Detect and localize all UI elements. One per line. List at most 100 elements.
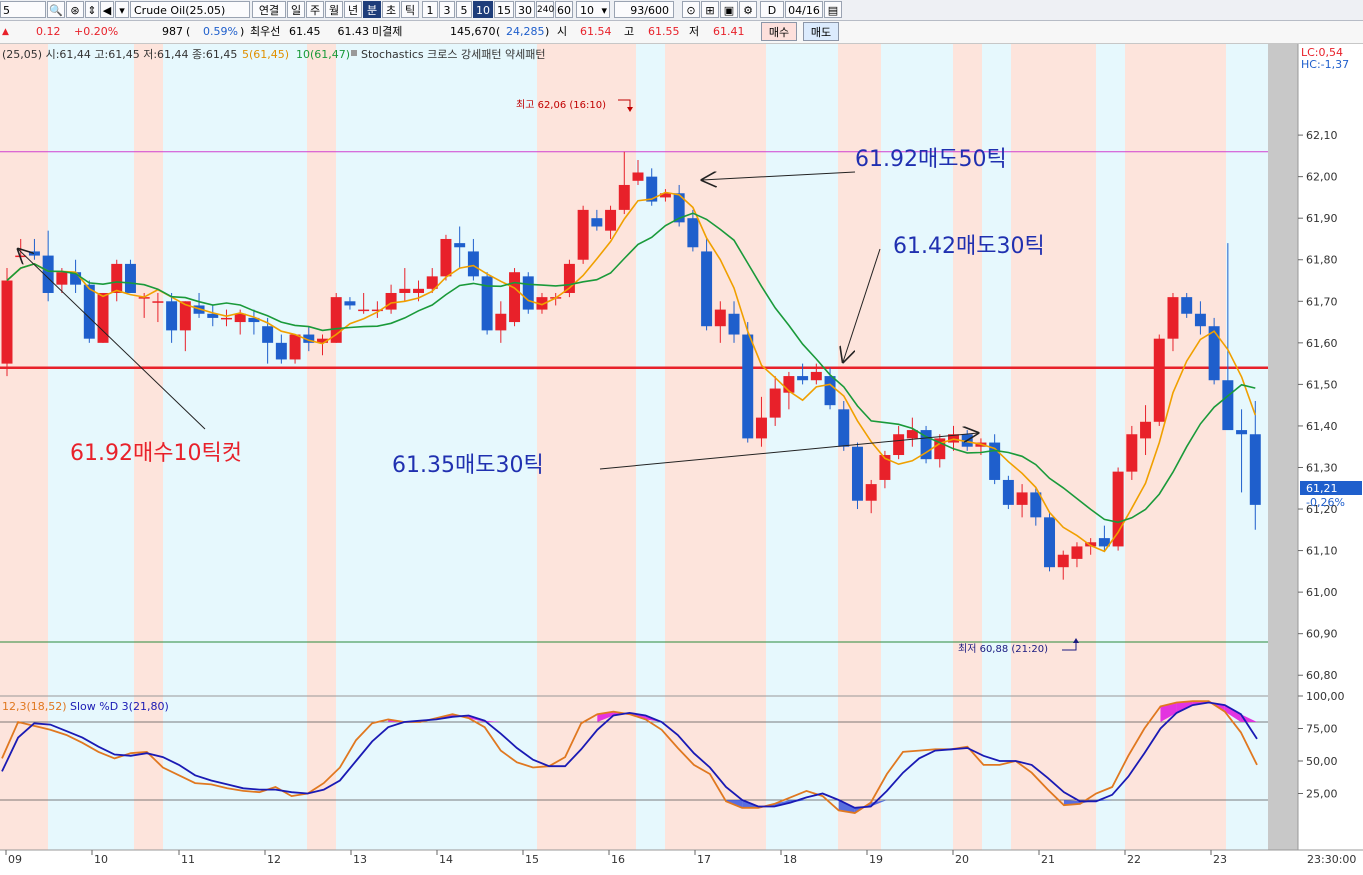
button-tick[interactable]: 틱 <box>401 1 419 18</box>
date-tick-label: 20 <box>955 853 969 866</box>
symbol-code-field[interactable]: 5 <box>0 1 46 18</box>
candle-body <box>1030 492 1042 518</box>
date-tick-label: 17 <box>697 853 711 866</box>
candle-body <box>495 313 507 331</box>
annotation-arrow-buy <box>18 249 206 430</box>
button-minute[interactable]: 분 <box>363 1 381 18</box>
tool-icon-1[interactable]: ⊙ <box>682 1 700 18</box>
candle-body <box>618 184 630 210</box>
candle-body <box>1140 421 1152 439</box>
candle-body <box>124 263 136 293</box>
button-second-label: 초 <box>385 4 397 17</box>
d-checkbox[interactable]: D <box>760 1 784 18</box>
scroll-gutter[interactable] <box>1268 44 1298 852</box>
stoch-tick-label: 50,00 <box>1306 755 1338 768</box>
interval-5[interactable]: 5 <box>456 1 472 18</box>
session-band <box>307 44 336 850</box>
interval-10[interactable]: 10 <box>473 1 493 18</box>
annotation-sell-50: 61.92매도50틱 <box>855 147 1007 172</box>
condition-icon[interactable]: ⊛ <box>66 1 84 18</box>
low-marker-arrow <box>1062 640 1077 651</box>
candle-body <box>934 438 946 460</box>
button-weekly[interactable]: 주 <box>306 1 324 18</box>
next-icon[interactable]: ▾ <box>115 1 129 18</box>
session-band <box>1125 44 1226 850</box>
candle-body <box>358 309 370 312</box>
stoch-tick-label: 75,00 <box>1306 723 1338 736</box>
stoch-oversold-area <box>870 800 887 807</box>
candle-body <box>481 276 493 331</box>
current-price-box <box>1300 481 1362 495</box>
high-label: 고 <box>624 25 635 38</box>
gear-icon[interactable]: ⚙ <box>739 1 757 18</box>
interval-10-label: 10 <box>476 4 490 17</box>
tool-icon-2[interactable]: ⊞ <box>701 1 719 18</box>
price-tick-label: 61,30 <box>1306 461 1338 474</box>
candle-body <box>371 309 383 312</box>
candle-body <box>701 251 713 327</box>
sell-button[interactable]: 매도 <box>803 22 839 41</box>
session-band <box>336 44 537 850</box>
button-monthly-label: 월 <box>328 4 340 17</box>
button-monthly[interactable]: 월 <box>325 1 343 18</box>
save-icon[interactable]: ▣ <box>720 1 738 18</box>
time-axis <box>0 850 1363 875</box>
candle-body <box>810 371 822 381</box>
button-weekly-label: 주 <box>309 4 321 17</box>
quote-bar: ▲ 0.12 +0.20% 987 ( 0.59% ) 최우선 61.45 61… <box>0 21 1363 44</box>
interval-60[interactable]: 60 <box>555 1 573 18</box>
annotation-sell-30b: 61.35매도30틱 <box>392 453 544 478</box>
ma10-legend: 10(61,47) <box>296 48 350 61</box>
interval-240[interactable]: 240 <box>536 1 554 18</box>
stochastic-panel <box>0 700 1298 814</box>
interval-15[interactable]: 15 <box>494 1 514 18</box>
stoch-tick-label: 100,00 <box>1306 690 1345 703</box>
candle-body <box>1002 479 1014 505</box>
date-tick-label: 16 <box>611 853 625 866</box>
candle-body <box>1071 546 1083 559</box>
open-interest-chg-open: ( <box>496 25 501 38</box>
button-continuous[interactable]: 연결 <box>252 1 286 18</box>
current-pct-label: -0,26% <box>1306 496 1345 509</box>
interval-1[interactable]: 1 <box>422 1 438 18</box>
candle-body <box>522 276 534 310</box>
price-tick-label: 60,80 <box>1306 669 1338 682</box>
interval-select[interactable]: 10 ▾ <box>576 1 610 18</box>
search-icon[interactable]: 🔍 <box>47 1 65 18</box>
stoch-overbought-area <box>1160 702 1177 722</box>
open-interest-chg-close: ) <box>545 25 550 38</box>
interval-3[interactable]: 3 <box>439 1 455 18</box>
session-band <box>163 44 307 850</box>
count-field[interactable]: 93/600 <box>614 1 674 18</box>
date-tick-label: 21 <box>1041 853 1055 866</box>
prev-icon[interactable]: ◀ <box>100 1 114 18</box>
session-bands <box>0 44 1298 850</box>
open-interest-label: 미결제 <box>372 25 403 38</box>
candle-body <box>289 334 301 360</box>
button-second[interactable]: 초 <box>382 1 400 18</box>
moving-average-lines <box>6 191 1257 553</box>
best-bid-value: 61.45 <box>289 25 321 38</box>
date-field[interactable]: 04/16 <box>785 1 823 18</box>
interval-30[interactable]: 30 <box>515 1 535 18</box>
candle-body <box>577 209 589 260</box>
symbol-name-field[interactable]: Crude Oil(25.05) <box>130 1 250 18</box>
date-tick-label: 10 <box>94 853 108 866</box>
spin-icon[interactable]: ⇕ <box>85 1 99 18</box>
candle-body <box>344 301 356 306</box>
candle-body <box>413 288 425 293</box>
price-tick-label: 60,90 <box>1306 628 1338 641</box>
price-axis-ticks: 62,10 62,00 61,90 61,80 61,70 61,60 61,50 61,40… <box>1298 129 1338 682</box>
buy-button[interactable]: 매수 <box>761 22 797 41</box>
interval-1-label: 1 <box>426 4 434 17</box>
low-marker-arrowhead <box>1073 638 1079 643</box>
candle-body <box>83 284 95 339</box>
stoch-d-line <box>1 701 1258 809</box>
date-tick-label: 23 <box>1213 853 1227 866</box>
button-yearly[interactable]: 년 <box>344 1 362 18</box>
button-daily[interactable]: 일 <box>287 1 305 18</box>
calendar-icon[interactable]: ▤ <box>824 1 842 18</box>
price-chart[interactable]: 62,10 62,00 61,90 61,80 61,70 61,60 61,50 61,40… <box>0 44 1363 875</box>
candle-body <box>1249 434 1261 505</box>
end-time-label: 23:30:00 <box>1307 853 1356 866</box>
